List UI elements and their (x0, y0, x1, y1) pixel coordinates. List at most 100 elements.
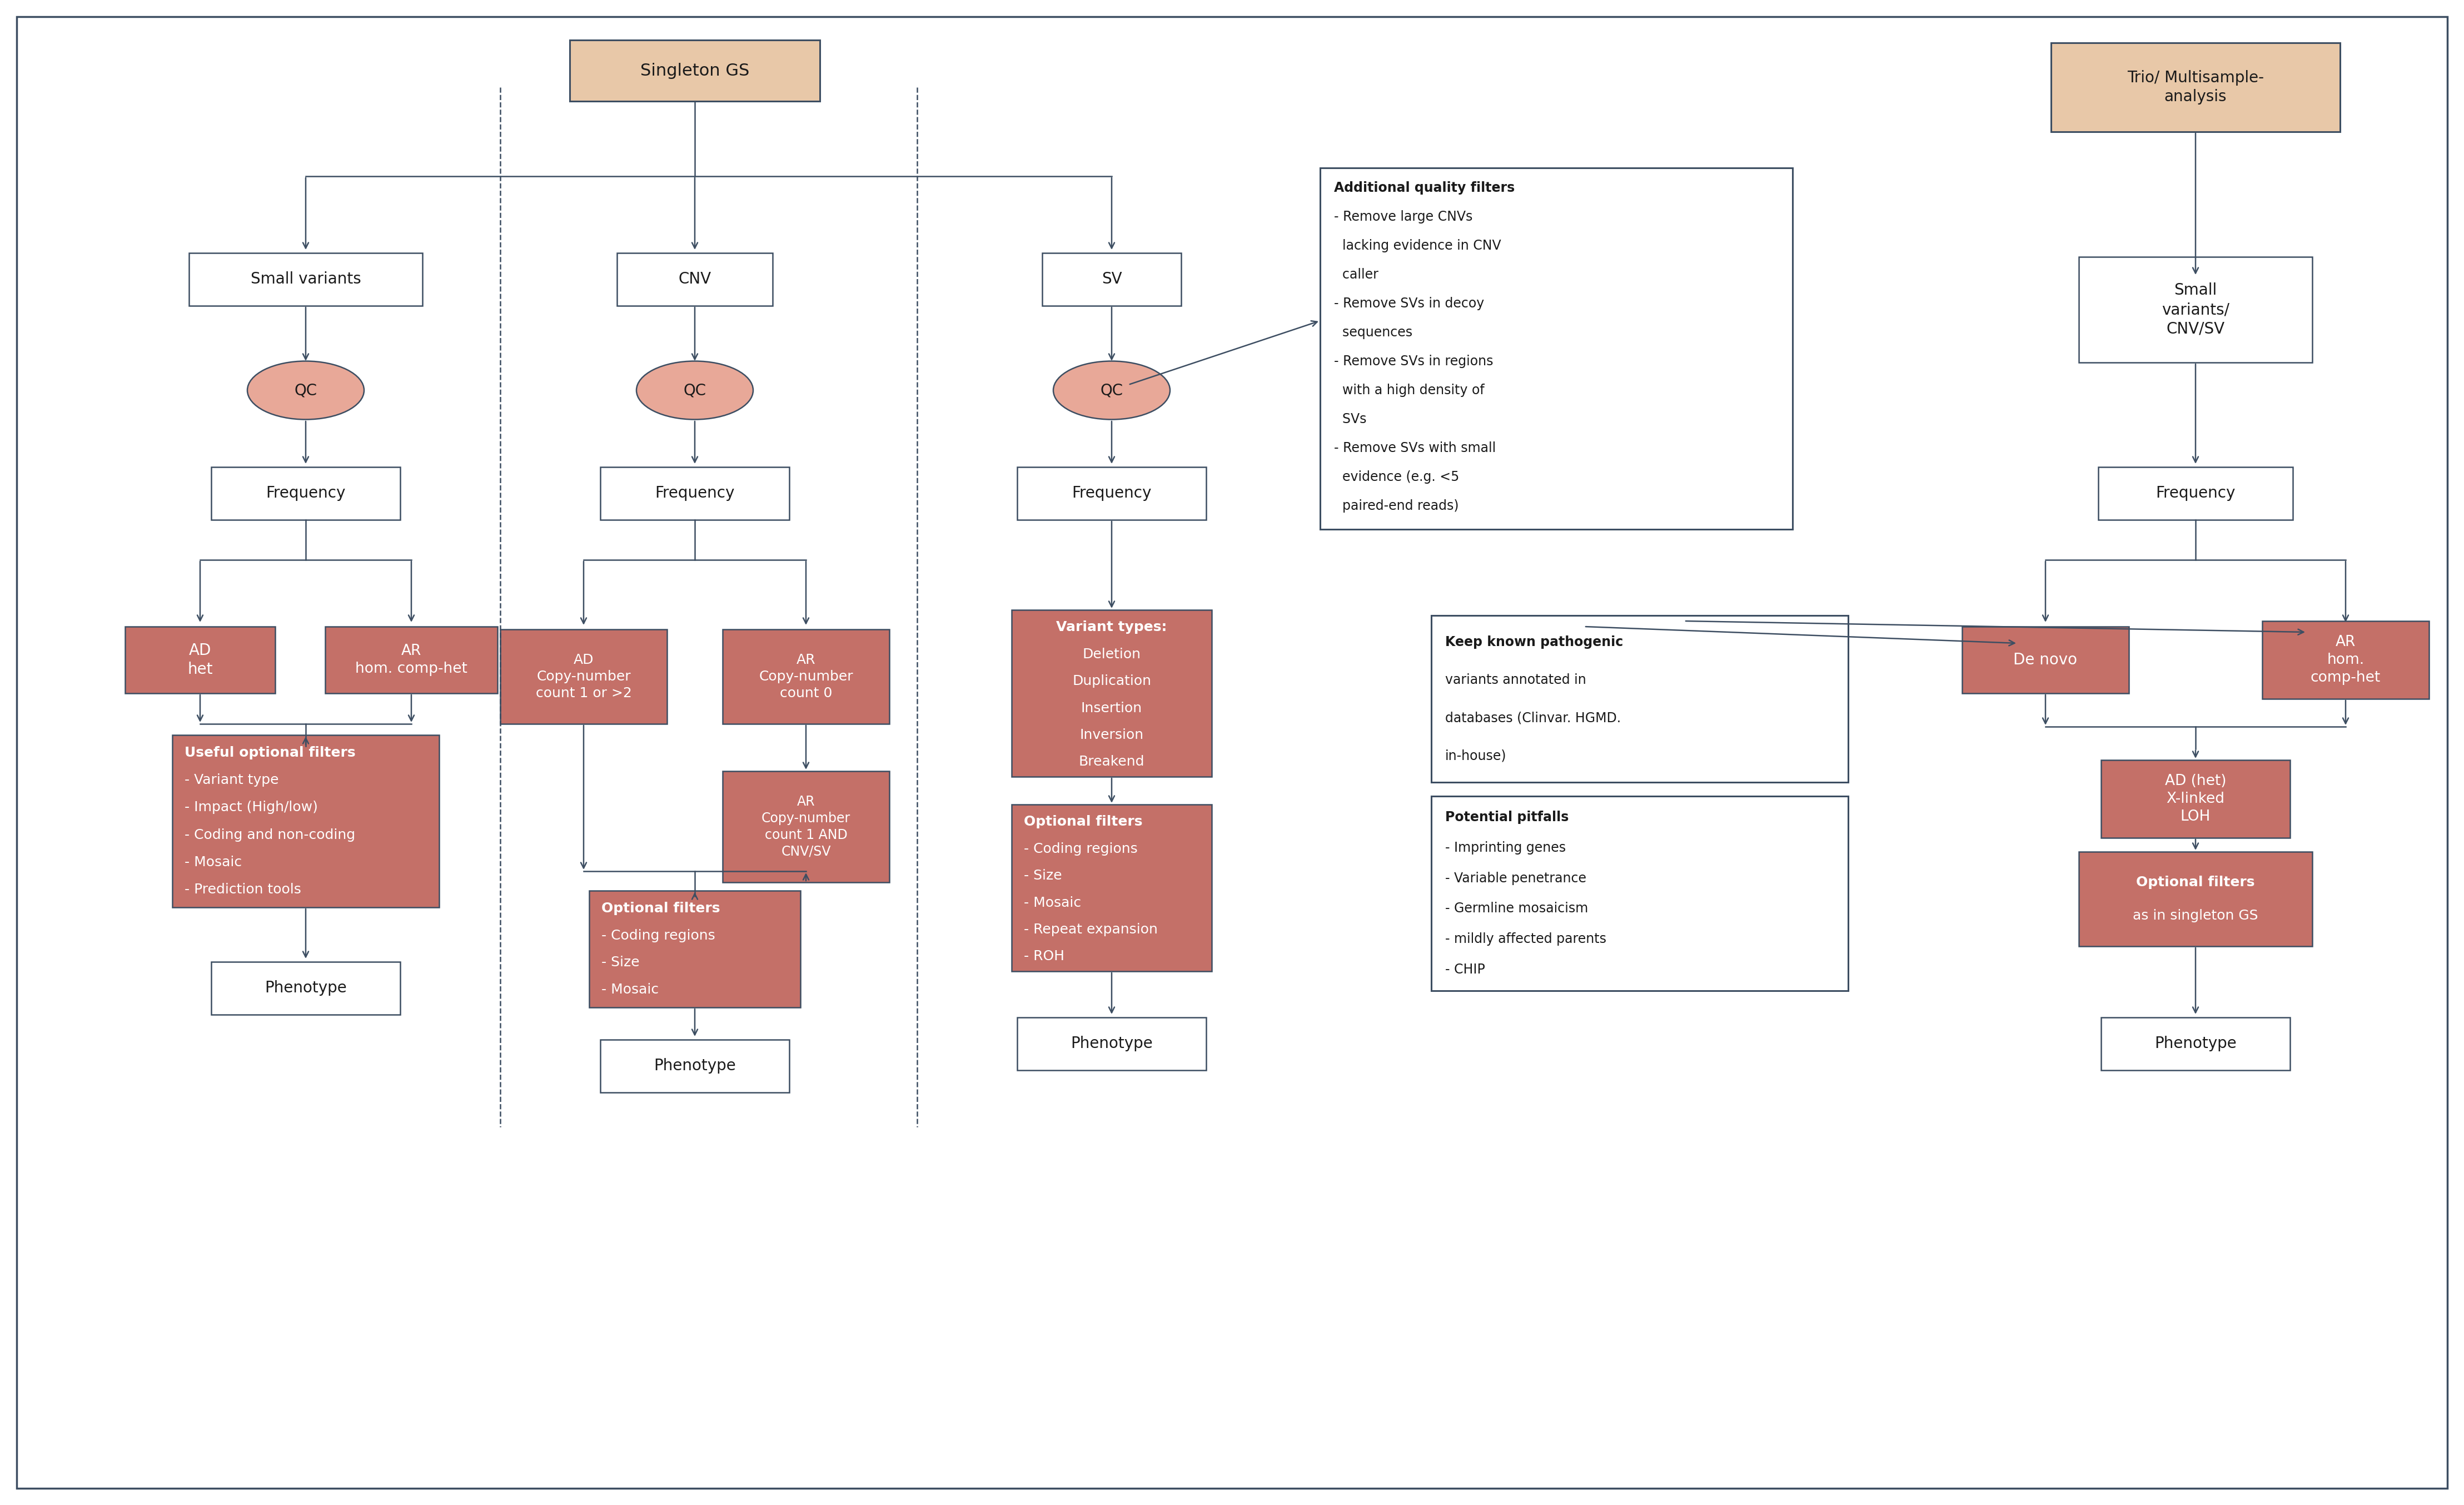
Text: AD
Copy-number
count 1 or >2: AD Copy-number count 1 or >2 (535, 653, 631, 700)
Text: AR
hom. comp-het: AR hom. comp-het (355, 644, 468, 676)
Text: Optional filters: Optional filters (1025, 816, 1143, 829)
FancyBboxPatch shape (1013, 610, 1212, 777)
Text: Frequency: Frequency (655, 485, 734, 501)
Text: Phenotype: Phenotype (1069, 1035, 1153, 1052)
Text: Small variants: Small variants (251, 271, 360, 287)
FancyBboxPatch shape (2099, 467, 2294, 519)
Text: - Remove large CNVs: - Remove large CNVs (1333, 211, 1473, 224)
Text: - Coding regions: - Coding regions (1025, 843, 1138, 855)
FancyBboxPatch shape (722, 629, 890, 724)
Text: Optional filters: Optional filters (2136, 876, 2255, 889)
Text: Phenotype: Phenotype (2154, 1035, 2237, 1052)
FancyBboxPatch shape (172, 734, 439, 908)
Text: variants annotated in: variants annotated in (1446, 673, 1587, 686)
Text: Small
variants/
CNV/SV: Small variants/ CNV/SV (2161, 283, 2230, 337)
FancyBboxPatch shape (2050, 42, 2341, 132)
Text: - Variable penetrance: - Variable penetrance (1446, 871, 1587, 885)
FancyBboxPatch shape (1013, 805, 1212, 971)
Text: sequences: sequences (1333, 327, 1412, 339)
FancyBboxPatch shape (1042, 253, 1180, 306)
FancyBboxPatch shape (1018, 467, 1207, 519)
FancyBboxPatch shape (601, 467, 788, 519)
Text: Frequency: Frequency (1072, 485, 1151, 501)
Text: Keep known pathogenic: Keep known pathogenic (1446, 635, 1624, 649)
Text: Useful optional filters: Useful optional filters (185, 746, 355, 760)
Text: - Coding regions: - Coding regions (601, 929, 715, 942)
Text: Phenotype: Phenotype (653, 1058, 737, 1073)
Text: - Mosaic: - Mosaic (185, 855, 241, 868)
FancyBboxPatch shape (325, 626, 498, 694)
Text: - Remove SVs in decoy: - Remove SVs in decoy (1333, 296, 1483, 310)
Text: - Remove SVs with small: - Remove SVs with small (1333, 441, 1496, 455)
FancyBboxPatch shape (126, 626, 276, 694)
Ellipse shape (636, 361, 754, 420)
Text: evidence (e.g. <5: evidence (e.g. <5 (1333, 471, 1459, 485)
Text: - Imprinting genes: - Imprinting genes (1446, 841, 1565, 855)
Text: QC: QC (683, 382, 707, 397)
Text: Frequency: Frequency (266, 485, 345, 501)
Text: - Mosaic: - Mosaic (601, 983, 658, 996)
Text: AR
Copy-number
count 0: AR Copy-number count 0 (759, 653, 853, 700)
FancyBboxPatch shape (2080, 257, 2311, 363)
FancyBboxPatch shape (17, 17, 2447, 1488)
Text: AD
het: AD het (187, 643, 212, 677)
FancyBboxPatch shape (2080, 852, 2311, 947)
FancyBboxPatch shape (1432, 616, 1848, 783)
Text: - Germline mosaicism: - Germline mosaicism (1446, 901, 1589, 915)
FancyBboxPatch shape (190, 253, 421, 306)
Text: Optional filters: Optional filters (601, 901, 719, 915)
Text: - Size: - Size (601, 956, 641, 969)
FancyBboxPatch shape (500, 629, 668, 724)
Text: - mildly affected parents: - mildly affected parents (1446, 933, 1607, 945)
Text: Phenotype: Phenotype (264, 980, 347, 996)
Text: - Variant type: - Variant type (185, 774, 278, 787)
FancyBboxPatch shape (1961, 626, 2129, 694)
Text: SVs: SVs (1333, 412, 1368, 426)
Text: with a high density of: with a high density of (1333, 384, 1483, 397)
FancyBboxPatch shape (616, 253, 774, 306)
Text: - ROH: - ROH (1025, 950, 1064, 963)
Text: - Impact (High/low): - Impact (High/low) (185, 801, 318, 814)
FancyBboxPatch shape (2102, 760, 2289, 838)
Text: CNV: CNV (678, 271, 712, 287)
Text: - Size: - Size (1025, 868, 1062, 882)
FancyBboxPatch shape (2262, 622, 2430, 698)
Text: Inversion: Inversion (1079, 728, 1143, 742)
Text: - Mosaic: - Mosaic (1025, 895, 1082, 909)
Text: - Repeat expansion: - Repeat expansion (1025, 923, 1158, 936)
FancyBboxPatch shape (1432, 796, 1848, 990)
FancyBboxPatch shape (2102, 1017, 2289, 1070)
Text: Breakend: Breakend (1079, 756, 1146, 769)
Ellipse shape (246, 361, 365, 420)
Text: in-house): in-house) (1446, 749, 1506, 763)
FancyBboxPatch shape (569, 41, 821, 101)
Text: lacking evidence in CNV: lacking evidence in CNV (1333, 239, 1501, 253)
Text: AR
Copy-number
count 1 AND
CNV/SV: AR Copy-number count 1 AND CNV/SV (761, 795, 850, 858)
Text: - CHIP: - CHIP (1446, 963, 1486, 977)
Text: QC: QC (293, 382, 318, 397)
Text: Singleton GS: Singleton GS (641, 63, 749, 78)
Text: AD (het)
X-linked
LOH: AD (het) X-linked LOH (2166, 774, 2227, 823)
FancyBboxPatch shape (589, 891, 801, 1007)
Text: SV: SV (1101, 271, 1121, 287)
Text: QC: QC (1101, 382, 1124, 397)
Text: Duplication: Duplication (1072, 674, 1151, 688)
FancyBboxPatch shape (1321, 169, 1791, 530)
Text: Variant types:: Variant types: (1057, 620, 1168, 634)
FancyBboxPatch shape (212, 962, 399, 1014)
Text: - Prediction tools: - Prediction tools (185, 883, 301, 895)
Text: Trio/ Multisample-
analysis: Trio/ Multisample- analysis (2126, 69, 2264, 105)
Text: databases (Clinvar. HGMD.: databases (Clinvar. HGMD. (1446, 712, 1621, 724)
Text: Potential pitfalls: Potential pitfalls (1446, 811, 1570, 825)
FancyBboxPatch shape (212, 467, 399, 519)
FancyBboxPatch shape (1018, 1017, 1207, 1070)
Text: caller: caller (1333, 268, 1377, 281)
Text: - Remove SVs in regions: - Remove SVs in regions (1333, 355, 1493, 369)
FancyBboxPatch shape (601, 1040, 788, 1093)
Text: Deletion: Deletion (1082, 647, 1141, 661)
Text: Frequency: Frequency (2156, 485, 2235, 501)
Text: Insertion: Insertion (1082, 701, 1143, 715)
Text: AR
hom.
comp-het: AR hom. comp-het (2311, 635, 2380, 685)
FancyBboxPatch shape (722, 771, 890, 882)
Ellipse shape (1052, 361, 1170, 420)
